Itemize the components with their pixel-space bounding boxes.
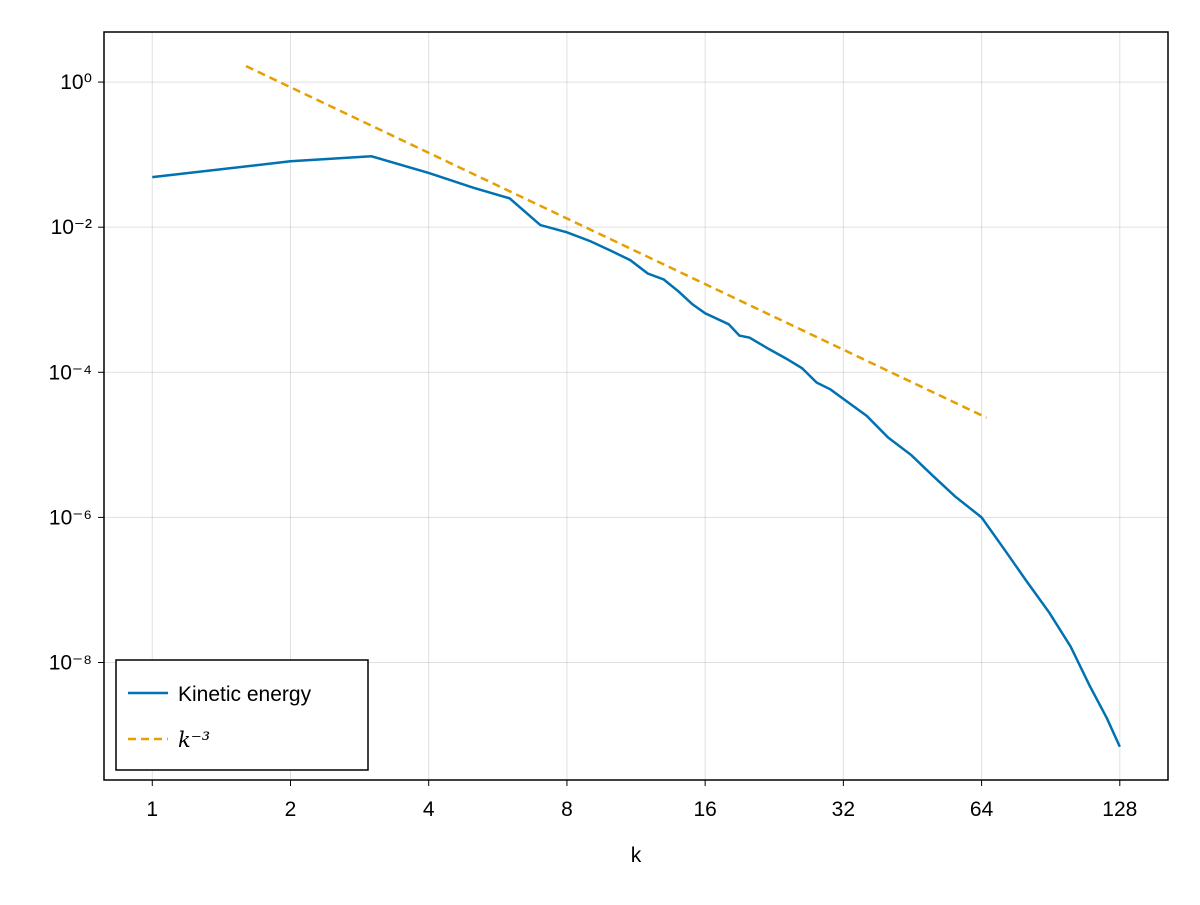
y-tick-label: 10⁻⁶ bbox=[49, 506, 92, 529]
plot-frame bbox=[103, 31, 1169, 781]
x-tick-label: 2 bbox=[285, 798, 297, 821]
x-tick-label: 128 bbox=[1102, 798, 1137, 821]
x-tick-label: 1 bbox=[146, 798, 158, 821]
line bbox=[152, 154, 1121, 748]
line bbox=[245, 64, 988, 419]
x-tick-label: 32 bbox=[832, 798, 855, 821]
x-tick-label: 16 bbox=[693, 798, 716, 821]
legend: Kinetic energy k⁻³ bbox=[115, 659, 369, 771]
x-tick-label: 64 bbox=[970, 798, 994, 821]
x-tick-label: 8 bbox=[561, 798, 573, 821]
y-tick-label: 10⁻⁴ bbox=[49, 361, 92, 384]
legend-label: k⁻³ bbox=[178, 728, 210, 752]
x-axis-label: k bbox=[631, 844, 642, 867]
y-tick-label: 10⁻² bbox=[51, 216, 92, 239]
legend-box bbox=[115, 659, 369, 771]
x-tick-label: 4 bbox=[423, 798, 435, 821]
y-tick-label: 10⁻⁸ bbox=[49, 651, 92, 674]
legend-label: Kinetic energy bbox=[178, 683, 312, 706]
y-tick-label: 10⁰ bbox=[60, 71, 92, 94]
